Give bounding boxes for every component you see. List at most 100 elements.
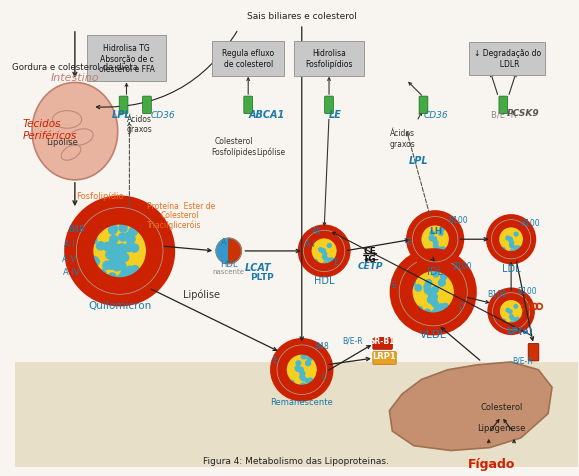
Circle shape [409, 280, 416, 287]
Circle shape [522, 302, 525, 305]
Circle shape [428, 292, 435, 299]
Text: C: C [459, 303, 464, 312]
Circle shape [438, 248, 443, 252]
Circle shape [439, 232, 443, 236]
FancyBboxPatch shape [244, 97, 252, 114]
Circle shape [300, 371, 305, 376]
Text: A I: A I [64, 239, 75, 248]
Circle shape [510, 317, 514, 320]
Circle shape [454, 293, 460, 300]
Circle shape [514, 318, 517, 322]
Text: A V: A V [62, 254, 76, 263]
Text: B100: B100 [453, 262, 472, 271]
Wedge shape [229, 239, 241, 264]
Circle shape [429, 289, 435, 295]
Circle shape [449, 240, 453, 245]
Text: Colesterol: Colesterol [160, 210, 199, 219]
Circle shape [493, 294, 529, 329]
Circle shape [323, 262, 327, 266]
Circle shape [401, 260, 466, 324]
Text: LH: LH [429, 227, 443, 236]
Circle shape [308, 378, 313, 383]
Text: LE: LE [329, 109, 342, 119]
Circle shape [118, 253, 126, 261]
Circle shape [438, 280, 445, 287]
Text: Lipogenese: Lipogenese [477, 423, 526, 432]
Text: B/E-R: B/E-R [343, 336, 363, 345]
Circle shape [422, 225, 426, 229]
Circle shape [493, 221, 530, 258]
FancyBboxPatch shape [142, 97, 151, 114]
Circle shape [499, 228, 503, 231]
Circle shape [441, 308, 448, 315]
Circle shape [305, 232, 343, 271]
Circle shape [413, 271, 419, 277]
Circle shape [514, 233, 518, 237]
Circle shape [130, 244, 138, 253]
Circle shape [431, 310, 438, 317]
FancyBboxPatch shape [119, 97, 128, 114]
Circle shape [126, 236, 134, 244]
Circle shape [438, 304, 445, 311]
Text: CD36: CD36 [423, 110, 448, 119]
Circle shape [113, 248, 122, 256]
Circle shape [114, 247, 122, 255]
Text: Colesterol: Colesterol [480, 402, 523, 411]
Text: B/E -R: B/E -R [490, 110, 516, 119]
Text: AII: AII [312, 227, 321, 236]
Text: Lipólise: Lipólise [256, 147, 285, 156]
FancyBboxPatch shape [294, 41, 364, 77]
Circle shape [500, 300, 503, 303]
Circle shape [127, 235, 135, 243]
Text: Intestino: Intestino [50, 73, 99, 83]
Text: TG: TG [363, 254, 377, 263]
Circle shape [508, 238, 512, 242]
Circle shape [434, 307, 441, 313]
Circle shape [321, 250, 325, 254]
Circle shape [430, 237, 434, 241]
Text: Figura 4: Metabolismo das Lipoproteinas.: Figura 4: Metabolismo das Lipoproteinas. [203, 456, 389, 465]
Circle shape [116, 247, 124, 255]
Text: B48: B48 [68, 225, 85, 234]
Circle shape [109, 227, 117, 235]
Circle shape [428, 289, 435, 296]
Circle shape [432, 287, 438, 293]
Circle shape [298, 368, 303, 373]
Circle shape [424, 249, 428, 254]
Circle shape [116, 259, 124, 268]
Circle shape [327, 258, 331, 263]
FancyBboxPatch shape [373, 352, 396, 365]
Text: Remanescente: Remanescente [270, 397, 333, 406]
Text: E: E [273, 355, 277, 364]
Circle shape [434, 241, 438, 245]
FancyBboxPatch shape [499, 97, 508, 114]
Text: E: E [406, 238, 411, 247]
Circle shape [414, 218, 457, 261]
Circle shape [522, 229, 526, 233]
Circle shape [90, 257, 98, 265]
Text: Ácidos
graxos: Ácidos graxos [126, 115, 152, 134]
Circle shape [501, 248, 505, 252]
Circle shape [321, 249, 325, 253]
Circle shape [301, 355, 306, 359]
Circle shape [108, 259, 116, 268]
Circle shape [323, 253, 327, 257]
Circle shape [434, 246, 438, 250]
Circle shape [299, 387, 303, 391]
Text: E: E [391, 280, 396, 289]
Circle shape [317, 371, 321, 376]
Text: E: E [333, 257, 338, 266]
Circle shape [316, 357, 320, 361]
Circle shape [415, 285, 422, 291]
Ellipse shape [32, 83, 118, 180]
Text: SR-B1: SR-B1 [370, 337, 395, 346]
Circle shape [433, 238, 437, 242]
Text: HDL: HDL [220, 260, 237, 269]
Circle shape [89, 236, 97, 244]
Circle shape [109, 236, 118, 244]
Circle shape [506, 309, 510, 312]
Circle shape [305, 379, 310, 383]
Circle shape [79, 210, 160, 292]
Circle shape [117, 254, 125, 262]
Circle shape [336, 240, 339, 244]
